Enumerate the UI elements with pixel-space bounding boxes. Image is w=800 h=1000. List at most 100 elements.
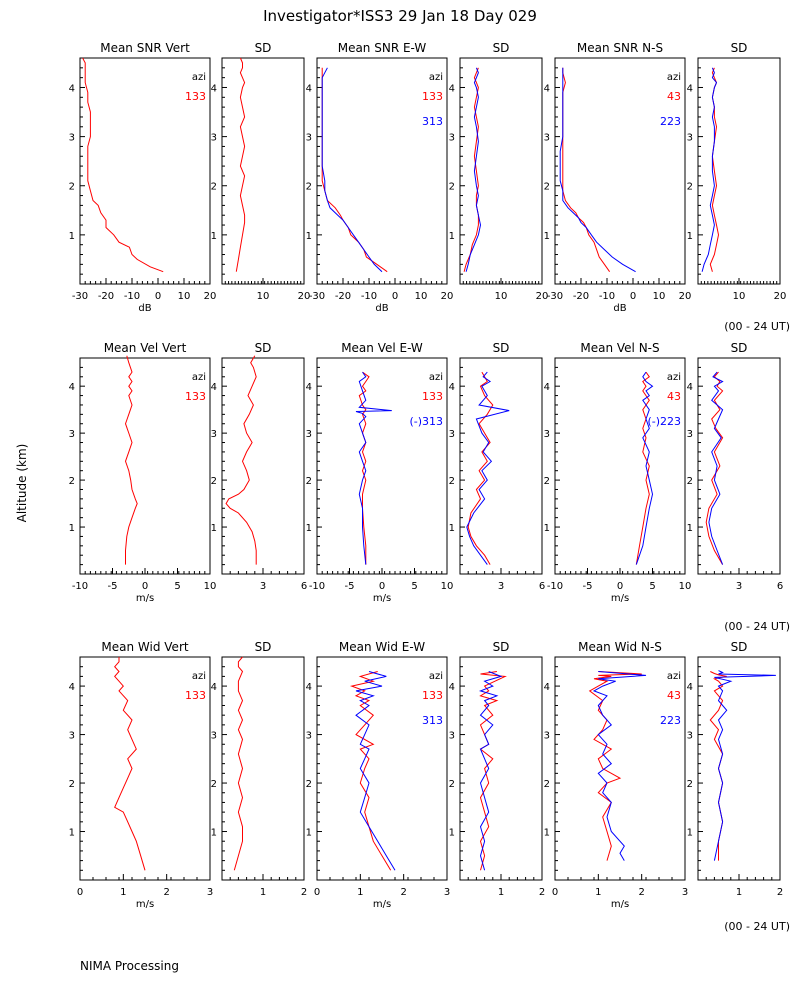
y-tick-label: 4: [306, 682, 312, 693]
y-tick-label: 4: [69, 83, 75, 94]
y-tick-label: 4: [687, 382, 693, 393]
legend-entry: 43: [667, 689, 681, 702]
y-tick-label: 3: [544, 133, 550, 144]
y-tick-label: 2: [69, 182, 75, 193]
y-tick-label: 3: [544, 731, 550, 742]
x-tick-label: -10: [361, 291, 377, 302]
x-axis-label: dB: [375, 303, 388, 314]
x-tick-label: 10: [204, 581, 217, 592]
x-axis-label: m/s: [136, 899, 154, 910]
panel-title: Mean SNR N-S: [577, 41, 663, 55]
x-tick-label: 20: [679, 291, 692, 302]
panel-title: Mean Vel N-S: [580, 341, 659, 355]
y-tick-label: 3: [687, 429, 693, 440]
x-tick-label: 1: [498, 887, 504, 898]
y-tick-label: 2: [544, 476, 550, 487]
series-line-0: [588, 671, 642, 861]
series-line-0: [114, 657, 146, 871]
y-tick-label: 4: [211, 682, 217, 693]
panel-title: SD: [493, 41, 510, 55]
y-tick-label: 2: [449, 476, 455, 487]
y-axis-title: Altitude (km): [15, 444, 29, 523]
series-line-0: [225, 355, 257, 565]
x-tick-label: -30: [547, 291, 563, 302]
x-tick-label: 5: [649, 581, 655, 592]
y-tick-label: 2: [544, 182, 550, 193]
series-line-0: [349, 671, 392, 871]
x-tick-label: -10: [547, 581, 563, 592]
series-line-0: [321, 67, 388, 273]
y-tick-label: 2: [211, 182, 217, 193]
y-tick-label: 1: [544, 523, 550, 534]
x-tick-label: 1: [260, 887, 266, 898]
y-tick-label: 4: [687, 83, 693, 94]
panel-title: SD: [255, 341, 272, 355]
panel-0: Mean SNR Vert 1 2 3 4 -30 -20 -10 0 10 20 dB azi 133: [69, 41, 217, 314]
y-tick-label: 3: [449, 133, 455, 144]
panel-frame: [221, 57, 305, 285]
x-tick-label: 0: [552, 887, 558, 898]
panel-frame: [221, 357, 305, 575]
y-tick-label: 4: [211, 83, 217, 94]
x-axis-label: dB: [613, 303, 626, 314]
time-range-label-row1: (00 - 24 UT): [724, 320, 790, 333]
footer-label: NIMA Processing: [80, 959, 179, 973]
x-tick-label: -10: [72, 581, 88, 592]
panel-title: SD: [255, 41, 272, 55]
y-tick-label: 1: [69, 523, 75, 534]
x-tick-label: 2: [777, 887, 783, 898]
y-tick-label: 3: [544, 429, 550, 440]
y-tick-label: 1: [306, 523, 312, 534]
panel-9: SD 1 2 3 4 3 6: [449, 341, 546, 592]
y-tick-label: 1: [687, 523, 693, 534]
series-line-0: [233, 656, 244, 871]
y-tick-label: 4: [306, 83, 312, 94]
y-tick-label: 4: [449, 83, 455, 94]
panel-title: Mean SNR E-W: [338, 41, 427, 55]
y-tick-label: 2: [211, 779, 217, 790]
x-axis-label: m/s: [611, 899, 629, 910]
legend-entry: 313: [422, 714, 443, 727]
y-tick-label: 3: [449, 429, 455, 440]
y-tick-label: 1: [544, 231, 550, 242]
legend-entry: 133: [422, 689, 443, 702]
y-tick-label: 3: [449, 731, 455, 742]
panel-frame: [221, 656, 305, 881]
x-axis-label: m/s: [611, 593, 629, 604]
x-tick-label: -30: [72, 291, 88, 302]
series-line-0: [235, 57, 246, 272]
x-tick-label: 3: [498, 581, 504, 592]
panel-14: Mean Wid E-W 1 2 3 4 0 1 2 3 m/s azi 133 313: [306, 640, 451, 910]
x-tick-label: 5: [411, 581, 417, 592]
series-line-1: [559, 67, 636, 273]
series-line-0: [124, 355, 138, 565]
legend-entry: 133: [185, 689, 206, 702]
y-tick-label: 1: [544, 828, 550, 839]
series-line-1: [355, 371, 392, 565]
panel-3: SD 1 2 3 4 10 20: [449, 41, 549, 302]
y-tick-label: 1: [306, 828, 312, 839]
x-tick-label: 0: [379, 581, 385, 592]
y-tick-label: 4: [687, 682, 693, 693]
series-line-0: [562, 67, 611, 272]
time-range-label-row2: (00 - 24 UT): [724, 620, 790, 633]
panel-frame: [79, 57, 211, 285]
x-tick-label: 10: [733, 291, 746, 302]
legend-entry: 223: [660, 115, 681, 128]
x-tick-label: 20: [536, 291, 549, 302]
series-line-1: [713, 670, 776, 861]
series-line-0: [705, 371, 724, 565]
panel-16: Mean Wid N-S 1 2 3 4 0 1 2 3 m/s azi 43 223: [544, 640, 689, 910]
panel-frame: [459, 656, 543, 881]
y-tick-label: 1: [449, 231, 455, 242]
y-tick-label: 2: [306, 779, 312, 790]
x-tick-label: -20: [335, 291, 351, 302]
y-tick-label: 1: [687, 231, 693, 242]
legend-header: azi: [429, 671, 443, 682]
series-line-1: [465, 67, 482, 272]
x-tick-label: 0: [77, 887, 83, 898]
panel-title: Mean Vel Vert: [104, 341, 187, 355]
x-tick-label: -5: [583, 581, 593, 592]
